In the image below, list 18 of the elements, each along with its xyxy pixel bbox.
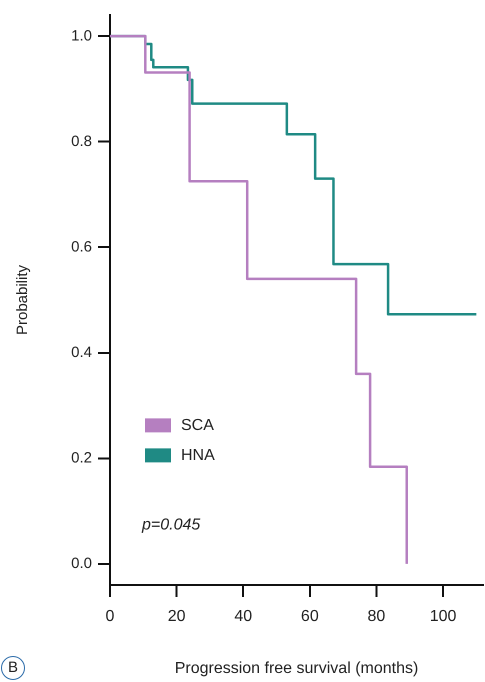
y-tick-label: 0.0 [71, 555, 92, 572]
x-tick-label: 0 [106, 608, 115, 626]
y-tick-label: 0.2 [71, 449, 92, 466]
legend-label: SCA [181, 416, 214, 434]
y-tick-label: 0.8 [71, 132, 92, 150]
y-tick-label: 0.4 [71, 344, 92, 361]
x-tick-label: 80 [368, 608, 386, 626]
text: B [1, 656, 25, 680]
annotation: p=0.045 [141, 516, 200, 534]
x-axis-title: Progression free survival (months) [174, 660, 418, 677]
y-axis-title: Probability [14, 264, 32, 336]
legend-label: HNA [181, 446, 216, 464]
y-tick-label: 1.0 [71, 27, 92, 44]
x-tick-label: 20 [168, 608, 186, 626]
x-tick-label: 100 [430, 608, 456, 626]
y-tick-label: 0.6 [71, 238, 92, 256]
x-tick-label: 60 [300, 608, 319, 626]
x-tick-label: 40 [234, 608, 252, 626]
